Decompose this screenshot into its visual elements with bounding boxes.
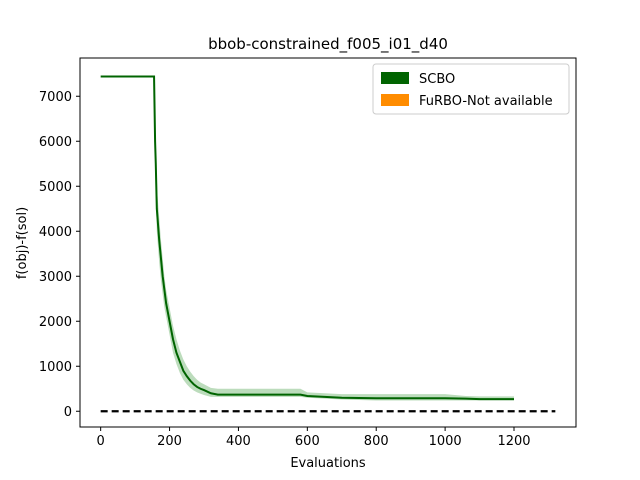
x-tick-label: 800 [364,434,389,449]
legend-label-0: SCBO [419,72,455,87]
y-tick-label: 7000 [39,90,72,105]
series-line-0 [100,75,514,401]
y-tick-label: 6000 [39,135,72,150]
x-tick-label: 1200 [497,434,530,449]
x-tick-label: 1000 [429,434,462,449]
x-tick-label: 0 [97,434,105,449]
legend-box [372,63,570,115]
y-tick-label: 2000 [39,315,72,330]
y-tick-label: 1000 [39,360,72,375]
legend-swatch-0 [381,72,409,84]
x-tick-label: 600 [295,434,320,449]
y-tick-label: 4000 [39,225,72,240]
legend-label-1: FuRBO-Not available [419,94,553,109]
series-band-0 [100,76,515,401]
axis-ticks: 0 200 400 600 800 1000 1200 0 1000 2000 3000 4000 50… [39,90,531,449]
x-tick-label: 200 [157,434,182,449]
legend: SCBO FuRBO-Not available [372,63,570,115]
plot-layer [100,75,556,413]
y-tick-label: 0 [64,405,72,420]
chart-title: bbob-constrained_f005_i01_d40 [208,35,448,54]
legend-swatch-1 [381,94,409,106]
x-tick-label: 400 [226,434,251,449]
y-axis-label: f(obj)-f(sol) [15,207,30,279]
y-tick-label: 3000 [39,270,72,285]
y-tick-label: 5000 [39,180,72,195]
x-axis-label: Evaluations [290,456,366,471]
plot-frame [79,57,577,428]
